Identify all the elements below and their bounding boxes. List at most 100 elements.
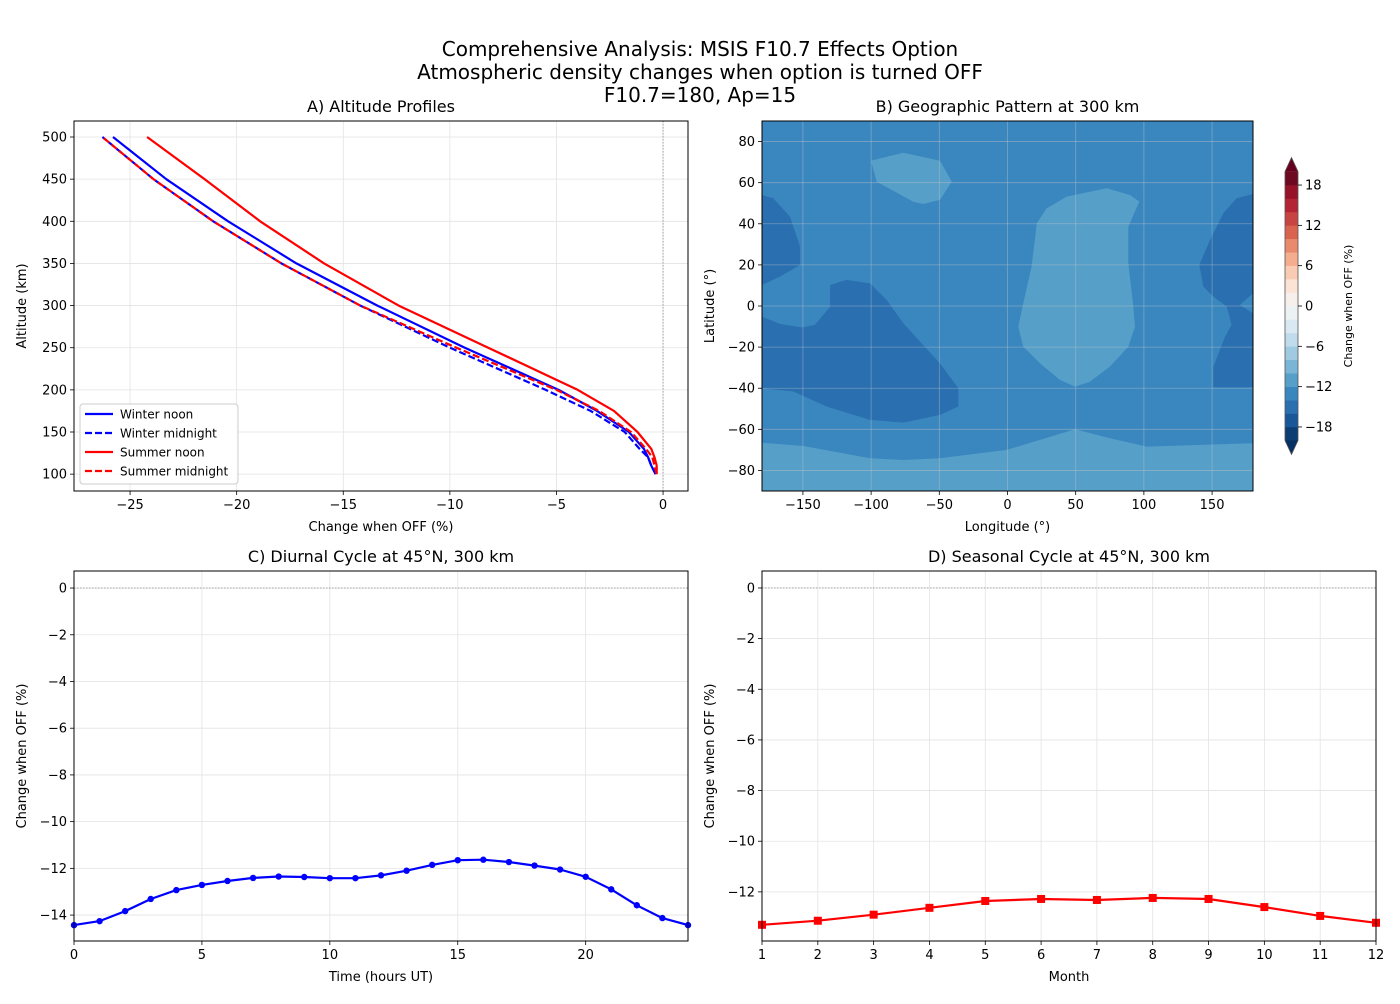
colorbar-bin xyxy=(1285,292,1298,307)
diurnal-cycle-grid xyxy=(73,571,688,941)
legend-label: Winter midnight xyxy=(120,427,217,441)
y-tick-label: −40 xyxy=(728,382,755,397)
colorbar-bin xyxy=(1285,426,1298,441)
colorbar-tick-label: 6 xyxy=(1305,259,1313,274)
x-tick-label: 0 xyxy=(70,948,78,963)
legend-label: Winter noon xyxy=(120,408,193,422)
y-tick-label: 250 xyxy=(42,341,67,356)
series-line-summer-midnight xyxy=(101,136,658,475)
data-point xyxy=(531,862,538,869)
x-tick-label: 6 xyxy=(1037,948,1045,963)
data-point xyxy=(275,873,282,880)
data-point xyxy=(981,896,990,905)
contour-region xyxy=(762,195,801,285)
colorbar-extend-min xyxy=(1285,440,1298,455)
contour-region xyxy=(1018,188,1140,387)
colorbar-bin xyxy=(1285,346,1298,361)
x-tick-label: 15 xyxy=(449,948,466,963)
data-point xyxy=(505,858,513,866)
data-point xyxy=(173,886,180,894)
panel-seasonal-cycle: 1 2 3 4 5 6 7 8 9 10 11 12−12−10−8−6−4−20D) Seasona… xyxy=(703,547,1384,985)
legend-label: Summer midnight xyxy=(120,465,229,479)
x-tick-label: 150 xyxy=(1200,498,1225,513)
x-tick-label: −50 xyxy=(926,498,953,513)
y-tick-label: 0 xyxy=(747,581,755,596)
y-tick-label: 0 xyxy=(747,300,755,315)
y-tick-label: −14 xyxy=(40,909,67,924)
panel-altitude-profiles: −25 −20 −15 −10 −5 0 100 150 200 250 300 350 400 450 5… xyxy=(15,97,689,535)
colorbar-bin xyxy=(1285,171,1298,186)
data-point xyxy=(224,877,231,885)
seasonal-cycle-series xyxy=(758,893,1380,929)
x-tick-label: −25 xyxy=(116,498,143,513)
x-tick-label: −150 xyxy=(785,498,821,513)
data-point xyxy=(121,907,129,915)
x-tick-label: −20 xyxy=(223,498,250,513)
y-tick-label: −4 xyxy=(736,683,755,698)
data-point xyxy=(633,902,641,909)
data-point xyxy=(352,874,359,882)
colorbar-bin xyxy=(1285,185,1298,199)
data-point xyxy=(608,886,615,893)
altitude-profiles-y-axis-label: Altitude (km) xyxy=(15,263,30,348)
colorbar-label: Change when OFF (%) xyxy=(1342,245,1355,368)
x-tick-label: 10 xyxy=(322,948,339,963)
colorbar-tick-label: −12 xyxy=(1305,380,1332,395)
seasonal-cycle-x-axis-label: Month xyxy=(1049,970,1090,985)
colorbar-outline xyxy=(1284,156,1299,456)
y-tick-label: −60 xyxy=(728,423,755,438)
y-tick-label: −12 xyxy=(728,885,755,900)
colorbar-bin xyxy=(1285,225,1298,240)
colorbar-tick-label: −6 xyxy=(1305,340,1324,355)
colorbar-bin xyxy=(1285,238,1298,253)
contour-region xyxy=(762,279,959,423)
data-point xyxy=(1204,894,1213,903)
x-tick-label: 5 xyxy=(198,948,206,963)
altitude-profiles-x-axis-label: Change when OFF (%) xyxy=(309,520,454,535)
y-tick-label: 350 xyxy=(42,257,67,272)
data-point xyxy=(1092,895,1101,904)
y-tick-label: 150 xyxy=(42,426,67,441)
x-tick-label: 3 xyxy=(869,948,877,963)
x-tick-label: −10 xyxy=(436,498,463,513)
series-line-summer-noon xyxy=(146,136,658,475)
data-point xyxy=(813,916,822,925)
colorbar-bin xyxy=(1285,413,1298,428)
diurnal-cycle-x-axis-label: Time (hours UT) xyxy=(328,970,433,985)
x-tick-label: 2 xyxy=(814,948,822,963)
colorbar-bin xyxy=(1285,400,1298,414)
geographic-pattern-x-axis-label: Longitude (°) xyxy=(965,520,1050,535)
axes-frame xyxy=(761,120,1254,492)
geographic-pattern-grid xyxy=(762,121,1253,491)
altitude-profiles-grid xyxy=(74,121,688,491)
axes-frame xyxy=(761,570,1377,942)
diurnal-cycle-y-axis-label: Change when OFF (%) xyxy=(15,684,30,829)
contour-region xyxy=(1199,194,1253,388)
legend-box xyxy=(79,403,239,485)
colorbar-tick-label: 18 xyxy=(1305,179,1322,194)
x-tick-label: 10 xyxy=(1256,948,1273,963)
colorbar-tick-label: 12 xyxy=(1305,219,1322,234)
colorbar-tick-label: −18 xyxy=(1305,420,1332,435)
x-tick-label: −5 xyxy=(547,498,566,513)
x-tick-label: 20 xyxy=(577,948,594,963)
colorbar-bin xyxy=(1285,319,1298,334)
x-tick-label: 4 xyxy=(925,948,933,963)
series-line xyxy=(761,896,1377,926)
x-tick-label: 9 xyxy=(1204,948,1212,963)
x-tick-label: 0 xyxy=(1003,498,1011,513)
data-point xyxy=(377,872,385,879)
data-point xyxy=(326,874,334,882)
y-tick-label: −2 xyxy=(48,628,67,643)
x-tick-label: 7 xyxy=(1093,948,1101,963)
y-tick-label: 500 xyxy=(42,131,67,146)
colorbar-tick-label: 0 xyxy=(1305,300,1313,315)
colorbar-bin xyxy=(1285,198,1298,213)
series-line-winter-midnight xyxy=(101,136,657,475)
colorbar: −18 −12 −6 0 6 12 18 Change when OFF (%) xyxy=(1284,156,1355,456)
figure-title-line-3: F10.7=180, Ap=15 xyxy=(604,83,796,107)
figure-title-line-2: Atmospheric density changes when option … xyxy=(417,60,983,84)
geographic-pattern-y-axis-label: Latitude (°) xyxy=(703,269,718,343)
panel-diurnal-cycle: 0 5 10 15 20 −14 −12 −10 −8 −6 −4 −2 0 C) Diurnal Cyc… xyxy=(15,547,692,985)
